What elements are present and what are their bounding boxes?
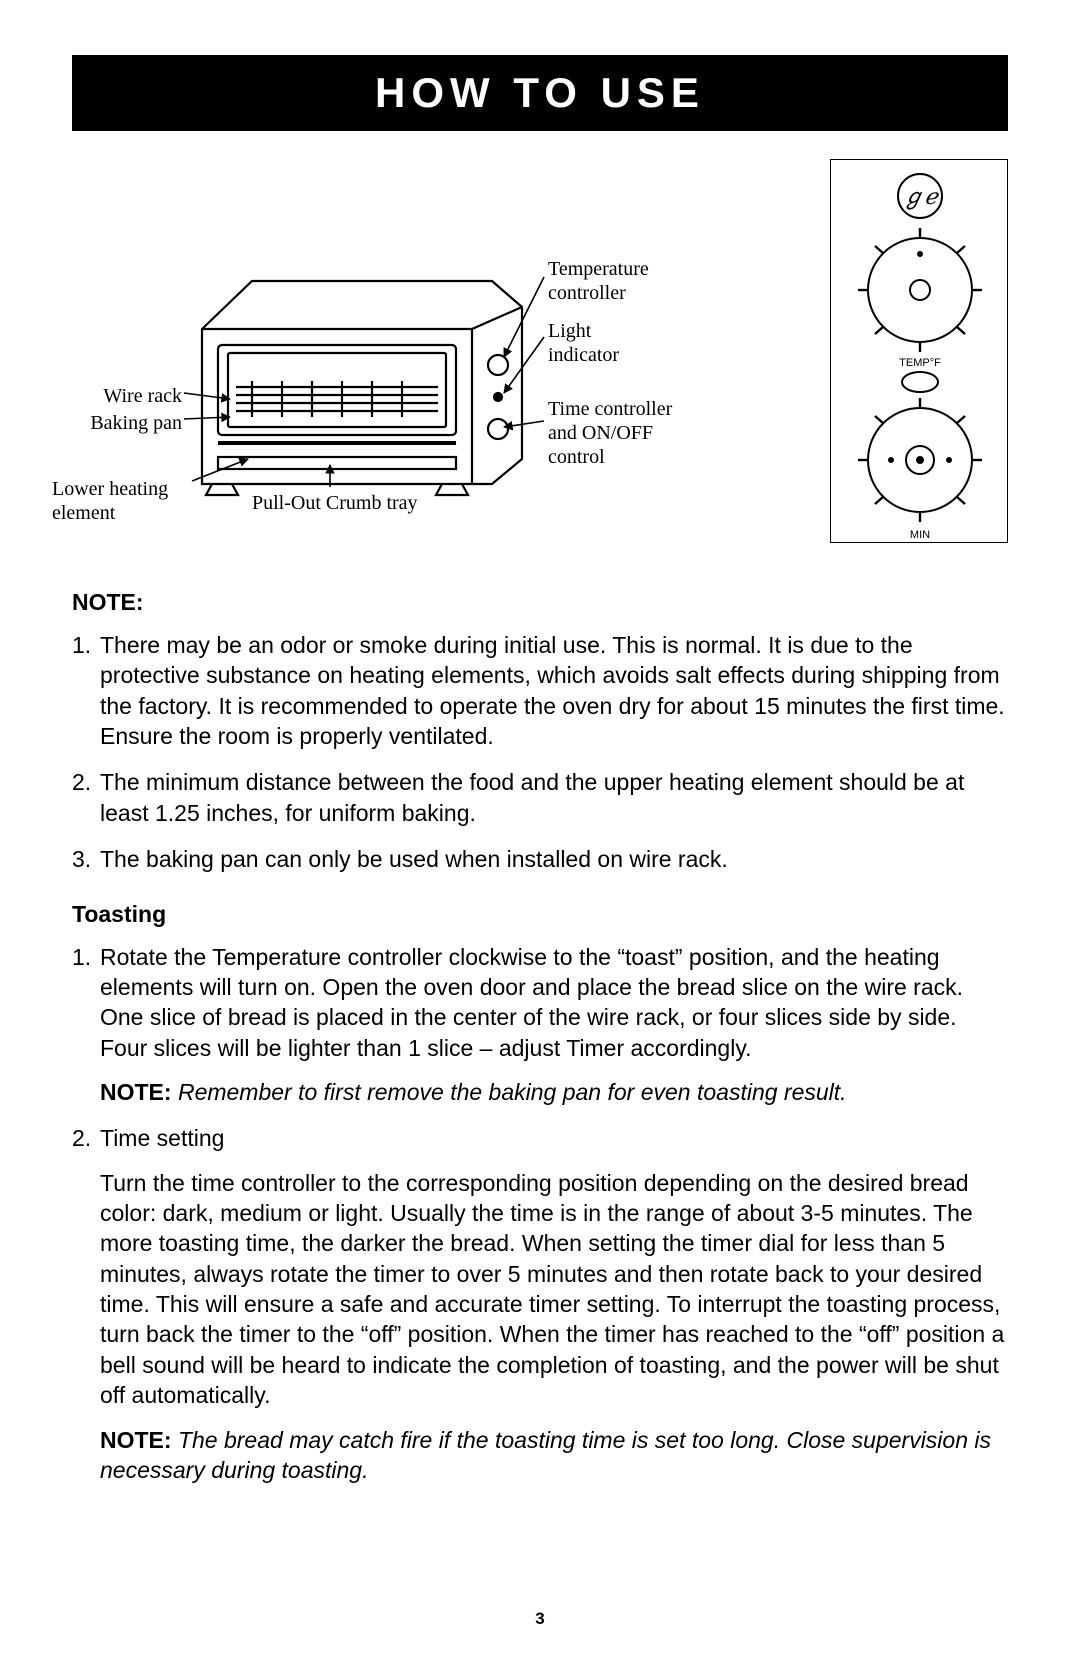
toasting-step-note: NOTE: The bread may catch fire if the to… [100,1425,1008,1486]
toasting-step-text: Rotate the Temperature controller clockw… [100,944,963,1061]
toasting-heading: Toasting [72,901,1008,928]
note-heading: NOTE: [72,589,1008,616]
toasting-step-body: Turn the time controller to the correspo… [100,1168,1008,1411]
note-item: There may be an odor or smoke during ini… [72,630,1008,751]
leader-lines [72,159,832,559]
control-panel-illustration: ℊℯ [830,159,1008,543]
panel-timer-label: MIN [910,529,930,541]
diagram-area: Temperature controller Light indicator T… [72,159,1008,559]
note-list: There may be an odor or smoke during ini… [72,630,1008,875]
note-label: NOTE: [100,1427,172,1453]
banner-title: HOW TO USE [375,69,705,116]
note-text: Remember to first remove the baking pan … [172,1079,847,1105]
note-item: The baking pan can only be used when ins… [72,844,1008,874]
page-number: 3 [0,1609,1080,1629]
note-item: The minimum distance between the food an… [72,767,1008,828]
note-text: The bread may catch fire if the toasting… [100,1427,991,1483]
toasting-step-note: NOTE: Remember to first remove the bakin… [100,1077,1008,1107]
section-banner: HOW TO USE [72,55,1008,131]
toasting-step: Rotate the Temperature controller clockw… [72,942,1008,1108]
svg-text:ℊℯ: ℊℯ [902,184,939,210]
toasting-step: Time setting Turn the time controller to… [72,1123,1008,1485]
toasting-list: Rotate the Temperature controller clockw… [72,942,1008,1486]
note-label: NOTE: [100,1079,172,1105]
toasting-step-lead: Time setting [100,1125,224,1151]
panel-temp-label: TEMP°F [899,357,941,369]
